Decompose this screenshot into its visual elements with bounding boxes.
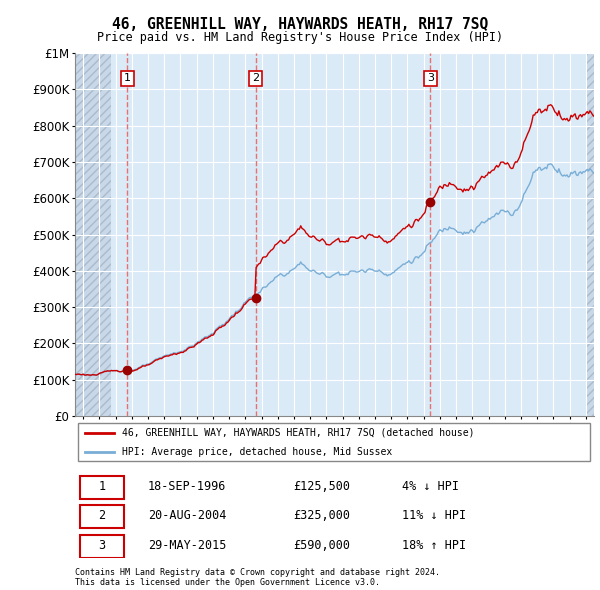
Text: 4% ↓ HPI: 4% ↓ HPI	[402, 480, 459, 493]
Text: £590,000: £590,000	[293, 539, 350, 552]
FancyBboxPatch shape	[80, 505, 124, 529]
Text: £125,500: £125,500	[293, 480, 350, 493]
Text: HPI: Average price, detached house, Mid Sussex: HPI: Average price, detached house, Mid …	[122, 447, 392, 457]
Bar	[75, 53, 110, 416]
Text: 1: 1	[124, 74, 131, 84]
Text: 11% ↓ HPI: 11% ↓ HPI	[402, 509, 466, 523]
Text: 29-MAY-2015: 29-MAY-2015	[148, 539, 226, 552]
Text: 18-SEP-1996: 18-SEP-1996	[148, 480, 226, 493]
Text: 1: 1	[98, 480, 106, 493]
Text: 2: 2	[252, 74, 259, 84]
FancyBboxPatch shape	[80, 535, 124, 558]
Text: 3: 3	[427, 74, 434, 84]
Text: Contains HM Land Registry data © Crown copyright and database right 2024.: Contains HM Land Registry data © Crown c…	[75, 568, 440, 576]
Text: 46, GREENHILL WAY, HAYWARDS HEATH, RH17 7SQ: 46, GREENHILL WAY, HAYWARDS HEATH, RH17 …	[112, 17, 488, 31]
FancyBboxPatch shape	[80, 476, 124, 499]
Text: 3: 3	[98, 539, 106, 552]
Text: Price paid vs. HM Land Registry's House Price Index (HPI): Price paid vs. HM Land Registry's House …	[97, 31, 503, 44]
Text: 2: 2	[98, 509, 106, 523]
Text: 18% ↑ HPI: 18% ↑ HPI	[402, 539, 466, 552]
Text: 20-AUG-2004: 20-AUG-2004	[148, 509, 226, 523]
Text: £325,000: £325,000	[293, 509, 350, 523]
Bar	[586, 53, 594, 416]
Text: 46, GREENHILL WAY, HAYWARDS HEATH, RH17 7SQ (detached house): 46, GREENHILL WAY, HAYWARDS HEATH, RH17 …	[122, 428, 474, 438]
Text: This data is licensed under the Open Government Licence v3.0.: This data is licensed under the Open Gov…	[75, 578, 380, 587]
FancyBboxPatch shape	[77, 423, 590, 461]
